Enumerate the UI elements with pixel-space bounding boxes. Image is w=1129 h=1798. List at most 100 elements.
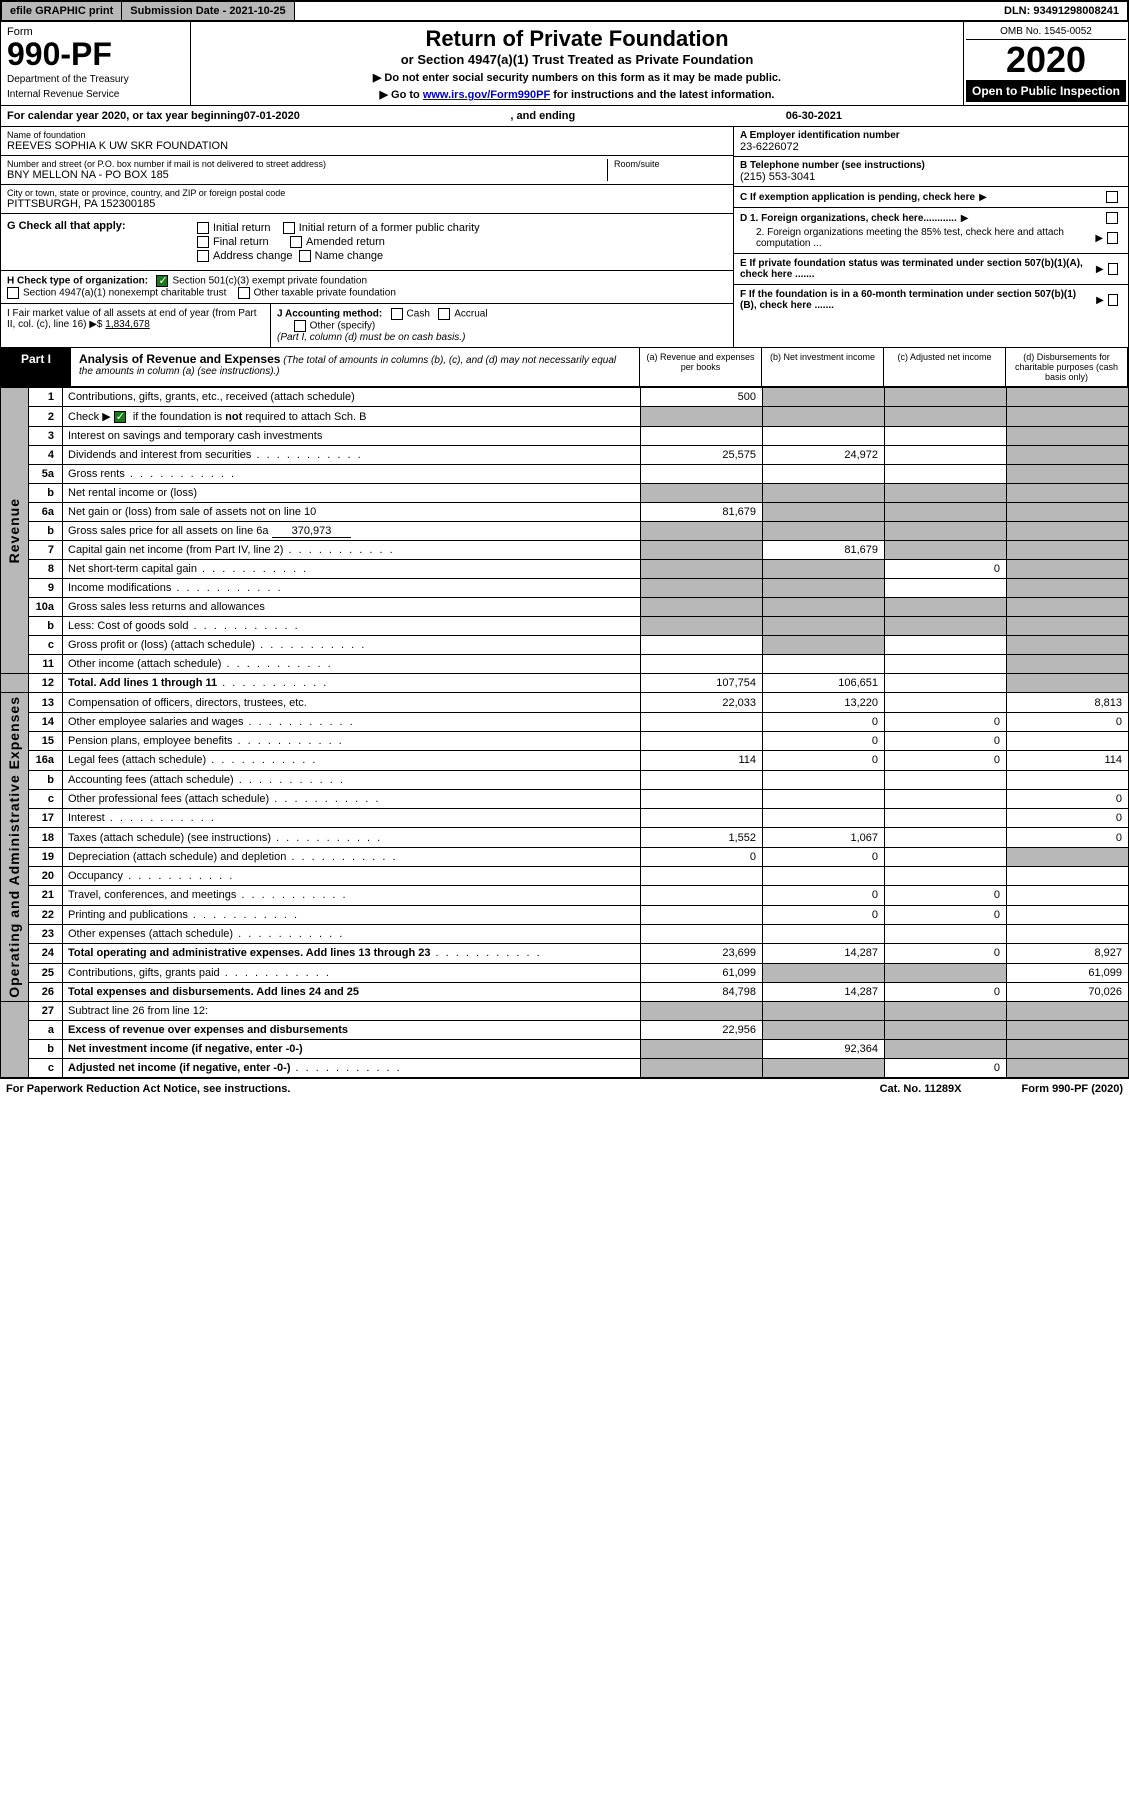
checkbox-name[interactable] [299,250,311,262]
column-headers: (a) Revenue and expenses per books (b) N… [639,348,1128,386]
note-ssn: ▶ Do not enter social security numbers o… [199,71,955,84]
checkbox-501c3[interactable] [156,275,168,287]
ein-value: 23-6226072 [740,141,1122,153]
checkbox-initial[interactable] [197,222,209,234]
open-public-badge: Open to Public Inspection [966,80,1126,102]
checkbox-cash[interactable] [391,308,403,320]
col-b-header: (b) Net investment income [761,348,883,386]
table-row: bNet investment income (if negative, ent… [1,1040,1129,1059]
table-row: 25Contributions, gifts, grants paid61,09… [1,963,1129,982]
table-row: 10aGross sales less returns and allowanc… [1,598,1129,617]
table-row: 3Interest on savings and temporary cash … [1,427,1129,446]
form-subtitle: or Section 4947(a)(1) Trust Treated as P… [199,52,955,67]
part1-desc: Analysis of Revenue and Expenses (The to… [71,348,639,386]
foundation-name: REEVES SOPHIA K UW SKR FOUNDATION [7,140,727,152]
header-right: OMB No. 1545-0052 2020 Open to Public In… [963,22,1128,105]
info-right: A Employer identification number 23-6226… [733,127,1128,347]
table-row: 20Occupancy [1,867,1129,886]
table-row: 5aGross rents [1,465,1129,484]
header-center: Return of Private Foundation or Section … [191,22,963,105]
checkbox-4947[interactable] [7,287,19,299]
table-row: cOther professional fees (attach schedul… [1,789,1129,808]
city-value: PITTSBURGH, PA 152300185 [7,198,727,210]
section-d: D 1. Foreign organizations, check here..… [734,208,1128,254]
table-row: Operating and Administrative Expenses 13… [1,693,1129,712]
table-row: 6aNet gain or (loss) from sale of assets… [1,503,1129,522]
city-cell: City or town, state or province, country… [1,185,733,214]
main-table: Revenue 1 Contributions, gifts, grants, … [0,387,1129,1078]
table-row: 23Other expenses (attach schedule) [1,924,1129,943]
checkbox-f[interactable] [1108,294,1118,306]
dept-treasury: Department of the Treasury [7,74,184,85]
phone-value: (215) 553-3041 [740,171,1122,183]
table-row: 18Taxes (attach schedule) (see instructi… [1,828,1129,847]
header-left: Form 990-PF Department of the Treasury I… [1,22,191,105]
table-row: 2Check ▶ if the foundation is not requir… [1,407,1129,427]
part1-label: Part I [1,348,71,386]
table-row: cGross profit or (loss) (attach schedule… [1,636,1129,655]
table-row: 19Depreciation (attach schedule) and dep… [1,847,1129,866]
checkbox-other-taxable[interactable] [238,287,250,299]
section-e: E If private foundation status was termi… [734,254,1128,285]
table-row: 7Capital gain net income (from Part IV, … [1,541,1129,560]
table-row: 12Total. Add lines 1 through 11107,75410… [1,674,1129,693]
checkbox-d2[interactable] [1107,232,1118,244]
table-row: 4Dividends and interest from securities2… [1,446,1129,465]
dept-irs: Internal Revenue Service [7,89,184,100]
col-c-header: (c) Adjusted net income [883,348,1005,386]
col-a-header: (a) Revenue and expenses per books [639,348,761,386]
address-cell: Number and street (or P.O. box number if… [1,156,733,185]
table-row: 24Total operating and administrative exp… [1,944,1129,963]
table-row: bGross sales price for all assets on lin… [1,522,1129,541]
section-j: J Accounting method: Cash Accrual Other … [271,304,733,347]
table-row: 9Income modifications [1,579,1129,598]
irs-link[interactable]: www.irs.gov/Form990PF [423,89,550,101]
table-row: 11Other income (attach schedule) [1,655,1129,674]
ein-cell: A Employer identification number 23-6226… [734,127,1128,157]
footer: For Paperwork Reduction Act Notice, see … [0,1078,1129,1099]
checkbox-d1[interactable] [1106,212,1118,224]
submission-date: Submission Date - 2021-10-25 [122,2,294,20]
footer-catno: Cat. No. 11289X [880,1083,962,1095]
table-row: bLess: Cost of goods sold [1,617,1129,636]
section-i: I Fair market value of all assets at end… [1,304,271,347]
foundation-name-cell: Name of foundation REEVES SOPHIA K UW SK… [1,127,733,156]
checkbox-accrual[interactable] [438,308,450,320]
table-row: 17Interest0 [1,809,1129,828]
table-row: 14Other employee salaries and wages000 [1,712,1129,731]
checkbox-schb[interactable] [114,411,126,423]
footer-notice: For Paperwork Reduction Act Notice, see … [6,1083,290,1095]
table-row: 26Total expenses and disbursements. Add … [1,982,1129,1001]
dln-label: DLN: 93491298008241 [996,2,1127,20]
table-row: 22Printing and publications00 [1,905,1129,924]
form-title: Return of Private Foundation [199,26,955,52]
table-row: 21Travel, conferences, and meetings00 [1,886,1129,905]
fmv-value: 1,834,678 [105,319,150,330]
form-number: 990-PF [7,38,184,70]
phone-cell: B Telephone number (see instructions) (2… [734,157,1128,187]
address-value: BNY MELLON NA - PO BOX 185 [7,169,607,181]
calendar-year-row: For calendar year 2020, or tax year begi… [0,106,1129,127]
checkbox-initial-former[interactable] [283,222,295,234]
table-row: 15Pension plans, employee benefits00 [1,731,1129,750]
efile-label: efile GRAPHIC print [2,2,122,20]
table-row: 16aLegal fees (attach schedule)11400114 [1,751,1129,770]
table-row: cAdjusted net income (if negative, enter… [1,1059,1129,1078]
tax-year: 2020 [966,40,1126,80]
revenue-sidebar: Revenue [6,498,22,563]
table-row: Revenue 1 Contributions, gifts, grants, … [1,388,1129,407]
omb-number: OMB No. 1545-0052 [966,24,1126,40]
info-left: Name of foundation REEVES SOPHIA K UW SK… [1,127,733,347]
checkbox-amended[interactable] [290,236,302,248]
checkbox-e[interactable] [1108,263,1118,275]
checkbox-other-method[interactable] [294,320,306,332]
checkbox-c[interactable] [1106,191,1118,203]
checkbox-final[interactable] [197,236,209,248]
form-header: Form 990-PF Department of the Treasury I… [0,22,1129,106]
footer-form: Form 990-PF (2020) [1022,1083,1123,1095]
line6b-inline: 370,973 [272,525,352,538]
top-bar: efile GRAPHIC print Submission Date - 20… [0,0,1129,22]
col-d-header: (d) Disbursements for charitable purpose… [1005,348,1127,386]
checkbox-address[interactable] [197,250,209,262]
table-row: bNet rental income or (loss) [1,484,1129,503]
